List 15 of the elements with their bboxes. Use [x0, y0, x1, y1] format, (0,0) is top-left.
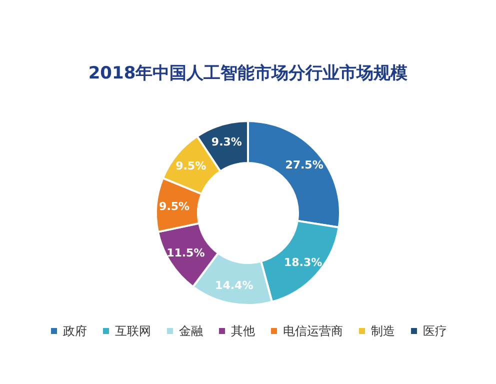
data-label: 9.3%: [211, 136, 242, 149]
data-label: 18.3%: [284, 256, 322, 269]
legend-label: 金融: [179, 324, 203, 338]
data-label: 9.5%: [176, 160, 206, 173]
data-label: 14.4%: [215, 279, 254, 292]
legend-label: 其他: [231, 324, 255, 338]
data-label: 27.5%: [285, 158, 324, 172]
legend-label: 制造: [371, 324, 395, 338]
data-label: 9.5%: [159, 200, 190, 213]
legend-label: 医疗: [423, 324, 447, 338]
chart-title: 2018年中国人工智能市场分行业市场规模: [88, 64, 408, 84]
data-label: 11.5%: [166, 246, 205, 260]
legend-label: 政府: [63, 324, 87, 338]
legend-label: 互联网: [115, 324, 151, 338]
legend-label: 电信运营商: [283, 324, 343, 338]
